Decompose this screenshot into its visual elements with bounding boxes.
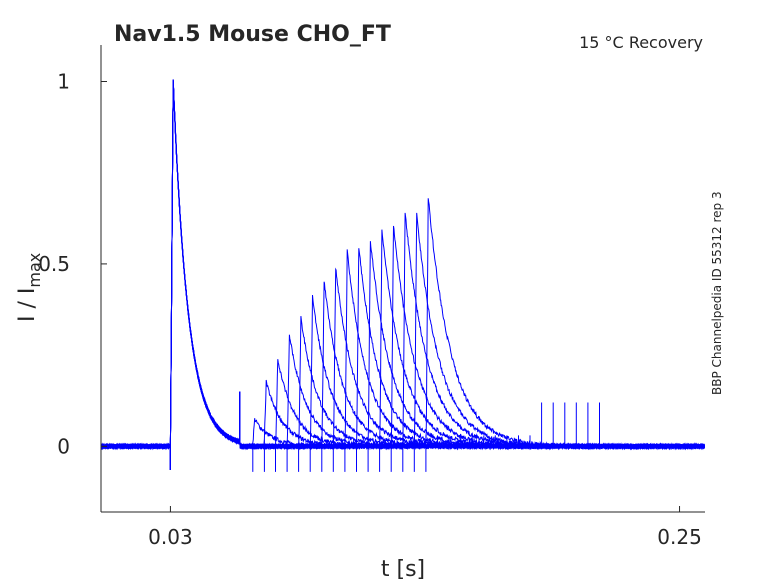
trace-line: [100, 79, 705, 472]
x-tick-label: 0.03: [148, 525, 193, 549]
y-tick-label: 0: [57, 434, 70, 458]
y-tick-label: 1: [57, 69, 70, 93]
trace-line: [100, 81, 705, 472]
x-axis-label: t [s]: [381, 557, 425, 582]
x-tick-label: 0.25: [657, 525, 702, 549]
chart-title: Nav1.5 Mouse CHO_FT: [114, 22, 391, 47]
trace-line: [100, 80, 705, 472]
trace-line: [100, 82, 705, 472]
trace-line: [100, 82, 705, 472]
trace-line: [100, 82, 705, 472]
trace-line: [100, 81, 705, 472]
trace-line: [100, 79, 705, 472]
trace-line: [100, 81, 705, 472]
trace-line: [100, 82, 705, 472]
y-axis-label-sub: max: [25, 253, 44, 288]
trace-line: [100, 79, 705, 472]
side-label: BBP Channelpedia ID 55312 rep 3: [710, 191, 724, 395]
trace-line: [100, 82, 705, 472]
chart-subtitle: 15 °C Recovery: [579, 33, 703, 52]
ticks-group: 0.03 0.25 0 0.5 1: [38, 69, 702, 549]
y-axis-label: I / Imax: [15, 253, 44, 322]
traces-group: [100, 79, 705, 472]
trace-line: [100, 80, 705, 472]
trace-line: [100, 82, 705, 472]
y-axis-label-main: I / I: [15, 288, 40, 322]
trace-line: [100, 82, 705, 472]
y-tick-label: 0.5: [38, 252, 70, 276]
trace-line: [100, 82, 705, 472]
svg-text:I / Imax: I / Imax: [15, 253, 44, 322]
